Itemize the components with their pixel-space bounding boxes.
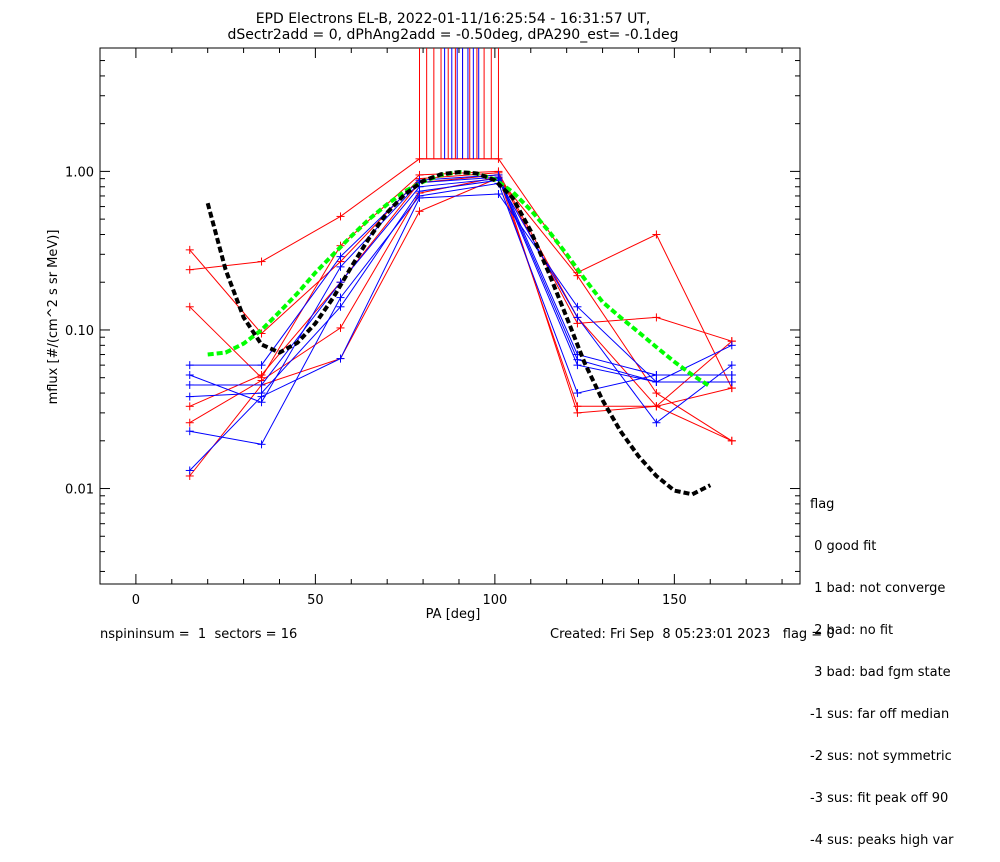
data-point [257,361,266,370]
x-axis-label: PA [deg] [426,607,481,622]
data-point [652,313,661,322]
series-line [189,182,732,445]
data-point [185,361,194,370]
x-tick-label: 50 [307,593,324,608]
flag-legend: flag 0 good fit 1 bad: not converge 2 ba… [810,470,954,862]
data-point [573,271,582,280]
data-point [494,190,503,199]
series-line [189,193,732,471]
data-point [185,245,194,254]
chart-title-line-2: dSectr2add = 0, dPhAng2add = -0.50deg, d… [228,27,679,43]
data-point [336,302,345,311]
data-point [415,207,424,216]
data-point [573,361,582,370]
data-point [336,252,345,261]
red-series-5 [185,173,736,445]
data-point [652,389,661,398]
data-point [336,262,345,271]
data-point [652,230,661,239]
red-series-group [185,48,736,480]
black-fit-curve [205,170,712,497]
green-fit-curve [207,170,712,389]
data-point [257,380,266,389]
series-line [189,177,733,477]
data-point [336,212,345,221]
data-point [257,440,266,449]
x-tick-label: 150 [662,593,687,608]
data-point [573,389,582,398]
data-point [185,370,194,379]
legend-entry: -3 sus: fit peak off 90 [810,791,949,806]
data-point [336,293,345,302]
series-line [189,176,733,442]
legend-entry: 1 bad: not converge [810,581,946,596]
data-point [185,466,194,475]
y-axis-label: mflux [#/(cm^2 s sr MeV)] [46,230,61,405]
data-point [257,257,266,266]
data-point [257,392,266,401]
data-point [652,418,661,427]
series-line [189,176,733,403]
data-point [652,377,661,386]
fit-curves-group [205,170,712,497]
series-line [189,158,733,389]
y-tick-label: 0.10 [65,324,94,339]
plot-frame [99,47,801,585]
axes: 0 50 100 150 0.01 0.10 1.00 [65,47,801,608]
data-point [185,392,194,401]
x-tick-label: 100 [482,593,507,608]
x-tick-label: 0 [132,593,140,608]
data-point [185,265,194,274]
y-tick-label: 0.01 [65,483,94,498]
data-point [573,313,582,322]
series-line [189,174,732,407]
blue-series-1 [185,170,736,379]
data-point [727,436,736,445]
blue-series-5 [185,179,736,449]
legend-entry: 3 bad: bad fgm state [810,665,951,680]
legend-entry: 2 bad: no fit [810,623,894,638]
data-point [727,370,736,379]
data-point [185,402,194,411]
data-point [573,302,582,311]
data-point [727,361,736,370]
blue-series-2 [185,173,736,407]
blue-series-3 [185,174,736,389]
legend-entry: -2 sus: not symmetric [810,749,952,764]
series-line [189,178,732,386]
data-point [415,193,424,202]
data-point [727,377,736,386]
footer-left: nspininsum = 1 sectors = 16 [100,627,298,642]
data-point [727,341,736,350]
series-line [189,172,732,407]
data-point [185,427,194,436]
blue-series-group [185,48,736,475]
data-point [336,354,345,363]
legend-title: flag [810,497,835,512]
series-line [189,179,733,424]
legend-entry: 0 good fit [810,539,877,554]
data-point [185,380,194,389]
data-point [652,402,661,411]
y-tick-label: 1.00 [65,165,94,180]
chart-title-line-1: EPD Electrons EL-B, 2022-01-11/16:25:54 … [256,11,651,27]
footer-right: Created: Fri Sep 8 05:23:01 2023 flag = … [550,627,835,642]
legend-entry: -4 sus: peaks high var [810,833,954,848]
blue-series-6 [185,190,736,475]
data-point [336,323,345,332]
series-line [189,174,732,376]
legend-entry: -1 sus: far off median [810,707,950,722]
data-point [652,370,661,379]
data-point [185,302,194,311]
data-point [573,402,582,411]
pa-flux-chart: EPD Electrons EL-B, 2022-01-11/16:25:54 … [46,11,801,622]
data-point [185,418,194,427]
